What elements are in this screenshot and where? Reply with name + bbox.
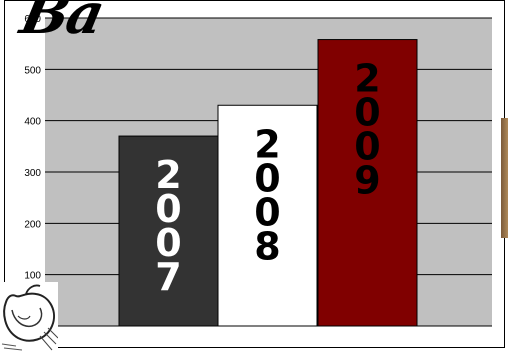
bar-label-digit: 2	[254, 122, 280, 166]
chart-title-fragment: Ba	[14, 0, 109, 47]
y-tick-label: 100	[24, 271, 41, 282]
bar-label-digit: 0	[354, 125, 380, 169]
bar-label-digit: 0	[254, 190, 280, 234]
bar-label-digit: 2	[155, 153, 181, 197]
apple-sketch-icon	[0, 282, 58, 352]
bar-label-digit: 7	[155, 255, 181, 299]
bar-label-digit: 0	[354, 91, 380, 135]
y-tick-label: 300	[24, 168, 41, 179]
y-tick-label: 500	[24, 65, 41, 76]
bar-label-digit: 0	[254, 156, 280, 200]
y-tick-label: 400	[24, 117, 41, 128]
y-axis-ticks: 100 200 300 400 500 600	[24, 14, 41, 282]
bars	[118, 39, 418, 327]
bar-2009	[317, 39, 418, 327]
bar-label-digit: 8	[254, 224, 280, 268]
y-tick-label: 200	[24, 219, 41, 230]
y-tick-label: 600	[24, 14, 41, 25]
bar-2008	[217, 104, 318, 327]
bar-label-digit: 9	[354, 159, 380, 203]
bar-label-digit: 2	[354, 57, 380, 101]
bar-label-digit: 0	[155, 221, 181, 265]
decorative-edge	[501, 118, 508, 238]
bar-label-digit: 0	[155, 187, 181, 231]
